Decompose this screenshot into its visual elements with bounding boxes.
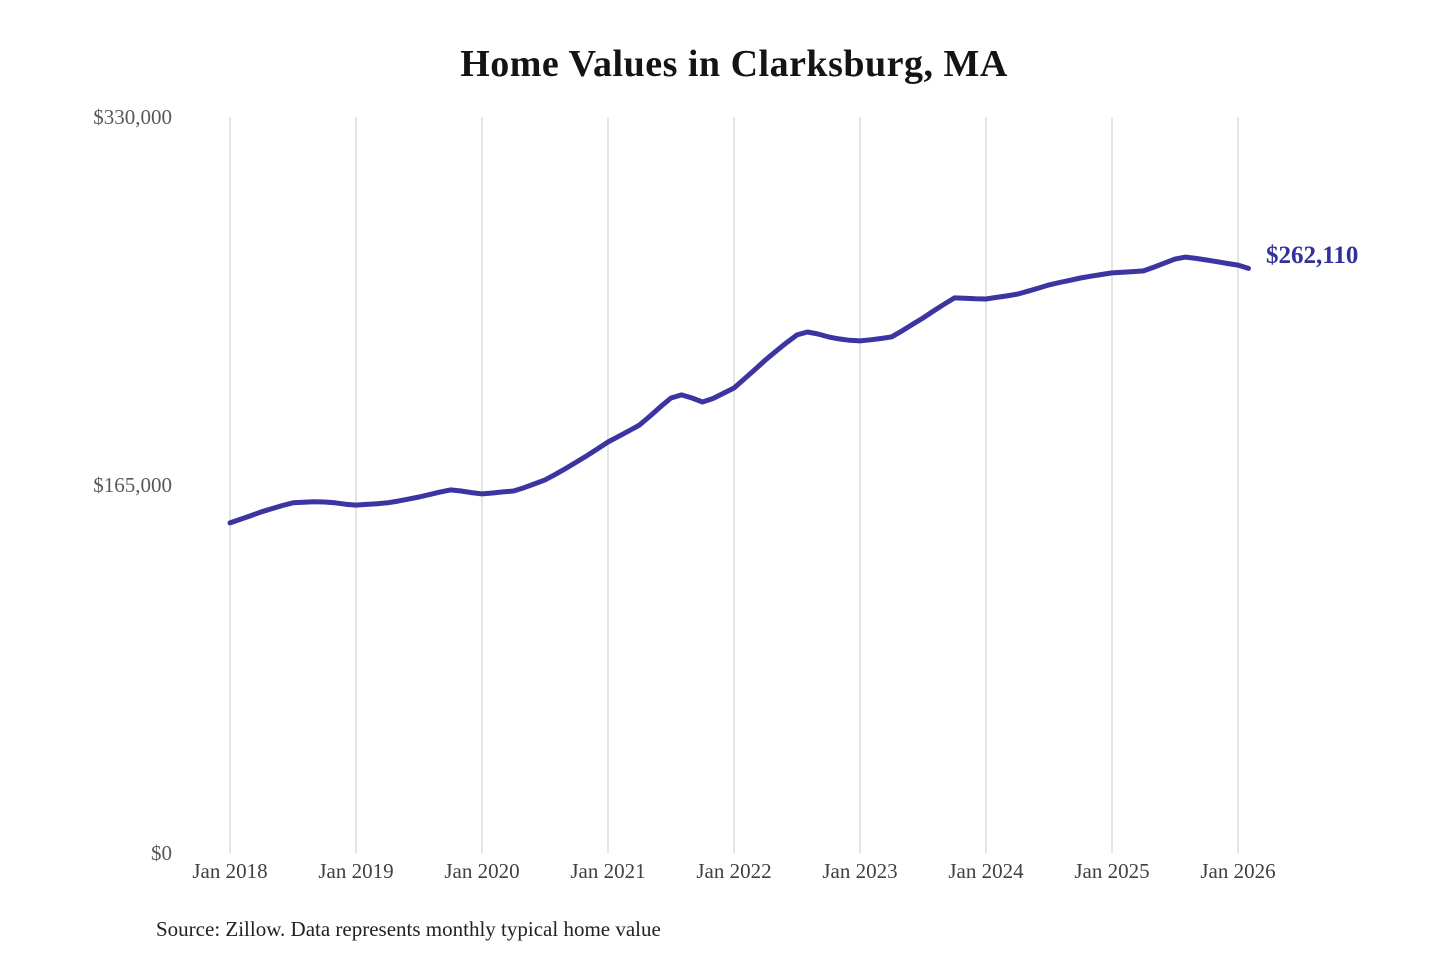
source-note: Source: Zillow. Data represents monthly …: [156, 917, 661, 941]
end-value-label: $262,110: [1266, 242, 1359, 269]
x-tick-label: Jan 2021: [570, 859, 645, 883]
x-tick-label: Jan 2018: [192, 859, 267, 883]
x-tick-label: Jan 2019: [318, 859, 393, 883]
x-tick-label: Jan 2025: [1074, 859, 1149, 883]
x-tick-label: Jan 2024: [948, 859, 1024, 883]
x-tick-label: Jan 2023: [822, 859, 897, 883]
chart-title: Home Values in Clarksburg, MA: [460, 43, 1008, 85]
x-tick-label: Jan 2022: [696, 859, 771, 883]
home-value-line: [227, 254, 1251, 526]
x-tick-label: Jan 2026: [1200, 859, 1275, 883]
y-tick-label: $330,000: [93, 105, 172, 129]
x-axis-labels: Jan 2018 Jan 2019 Jan 2020 Jan 2021 Jan 2022…: [192, 859, 1275, 883]
gridlines: [229, 117, 1239, 853]
x-tick-label: Jan 2020: [444, 859, 519, 883]
y-axis-labels: $0 $165,000 $330,000: [93, 105, 172, 865]
y-tick-label: $0: [151, 841, 172, 865]
y-tick-label: $165,000: [93, 473, 172, 497]
